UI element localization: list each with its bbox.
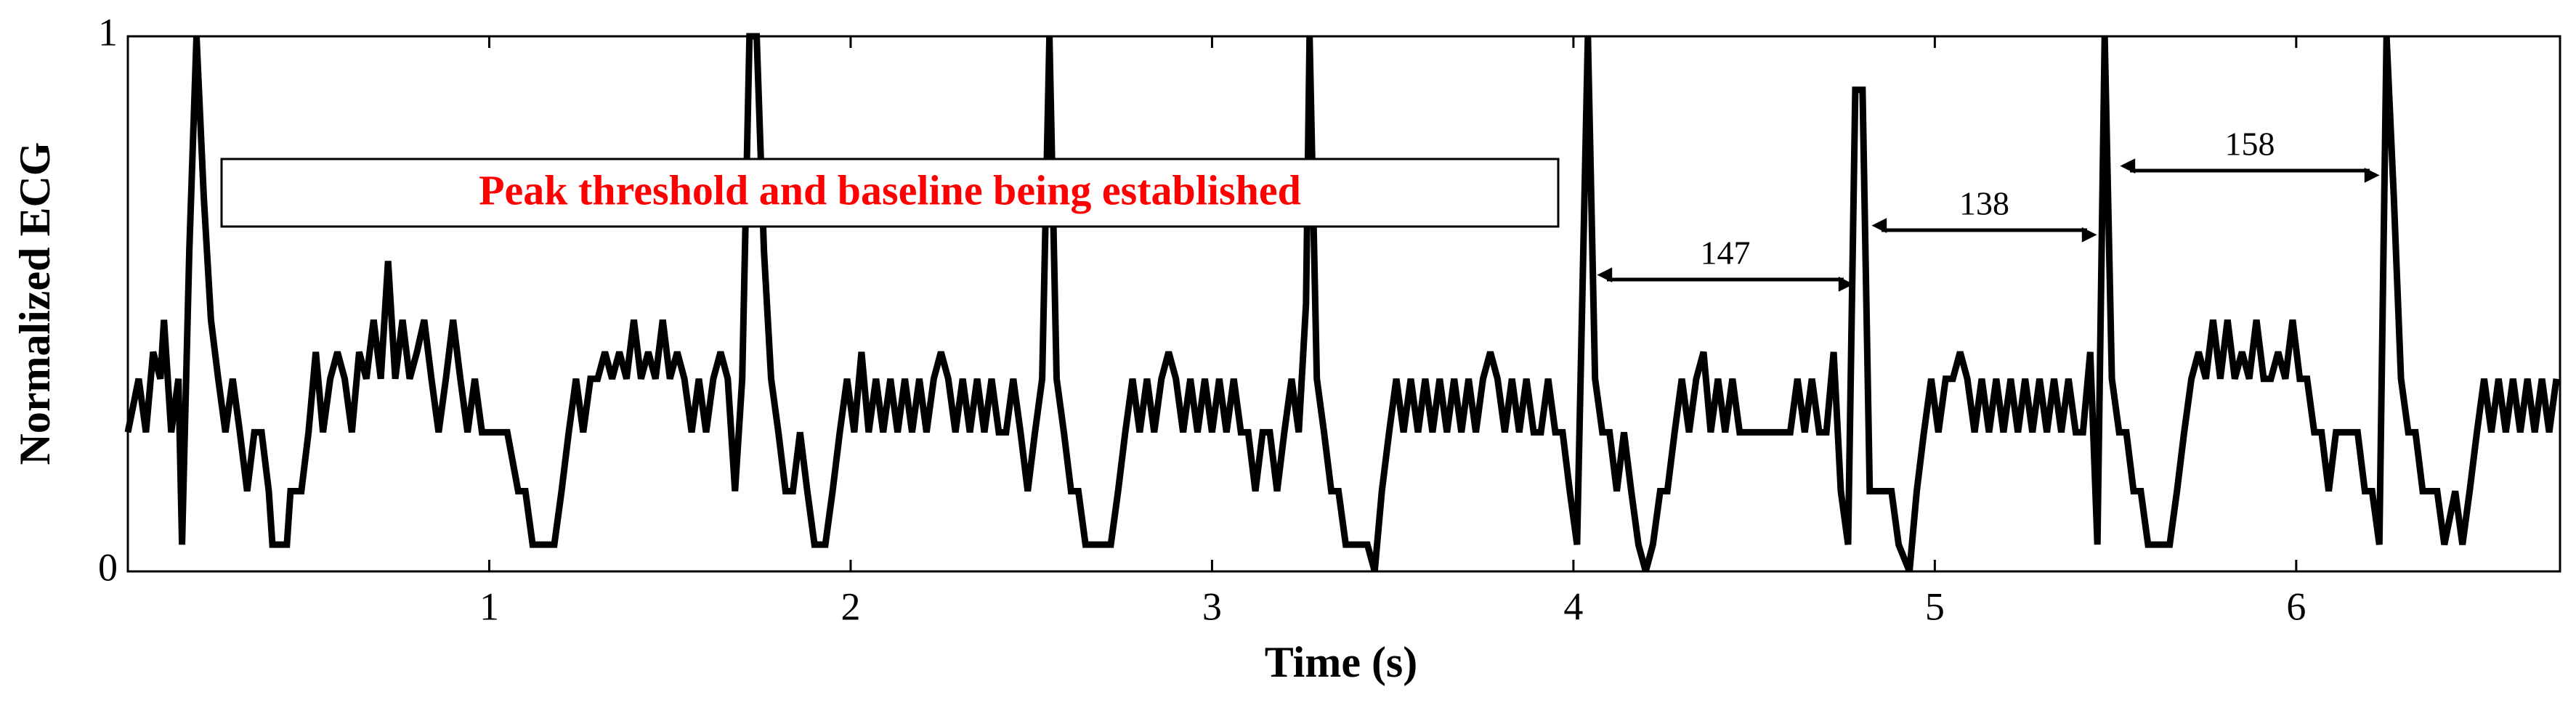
y-tick-label: 0 bbox=[98, 545, 118, 589]
x-tick-label: 2 bbox=[841, 584, 860, 628]
interval-label: 147 bbox=[1701, 235, 1751, 272]
interval-label: 138 bbox=[1959, 185, 2009, 222]
x-axis-label: Time (s) bbox=[1265, 638, 1418, 686]
interval-label: 158 bbox=[2225, 126, 2275, 163]
x-tick-label: 4 bbox=[1563, 584, 1583, 628]
x-tick-label: 5 bbox=[1925, 584, 1945, 628]
annotation-text: Peak threshold and baseline being establ… bbox=[479, 166, 1301, 213]
x-tick-label: 6 bbox=[2286, 584, 2306, 628]
plot-frame bbox=[126, 35, 2561, 573]
annotation-box bbox=[220, 158, 1560, 228]
ecg-line bbox=[124, 33, 2560, 573]
x-tick-label: 1 bbox=[479, 584, 499, 628]
y-axis-label: Normalized ECG bbox=[11, 142, 59, 465]
y-tick-label: 1 bbox=[98, 10, 118, 54]
x-tick-label: 3 bbox=[1202, 584, 1222, 628]
